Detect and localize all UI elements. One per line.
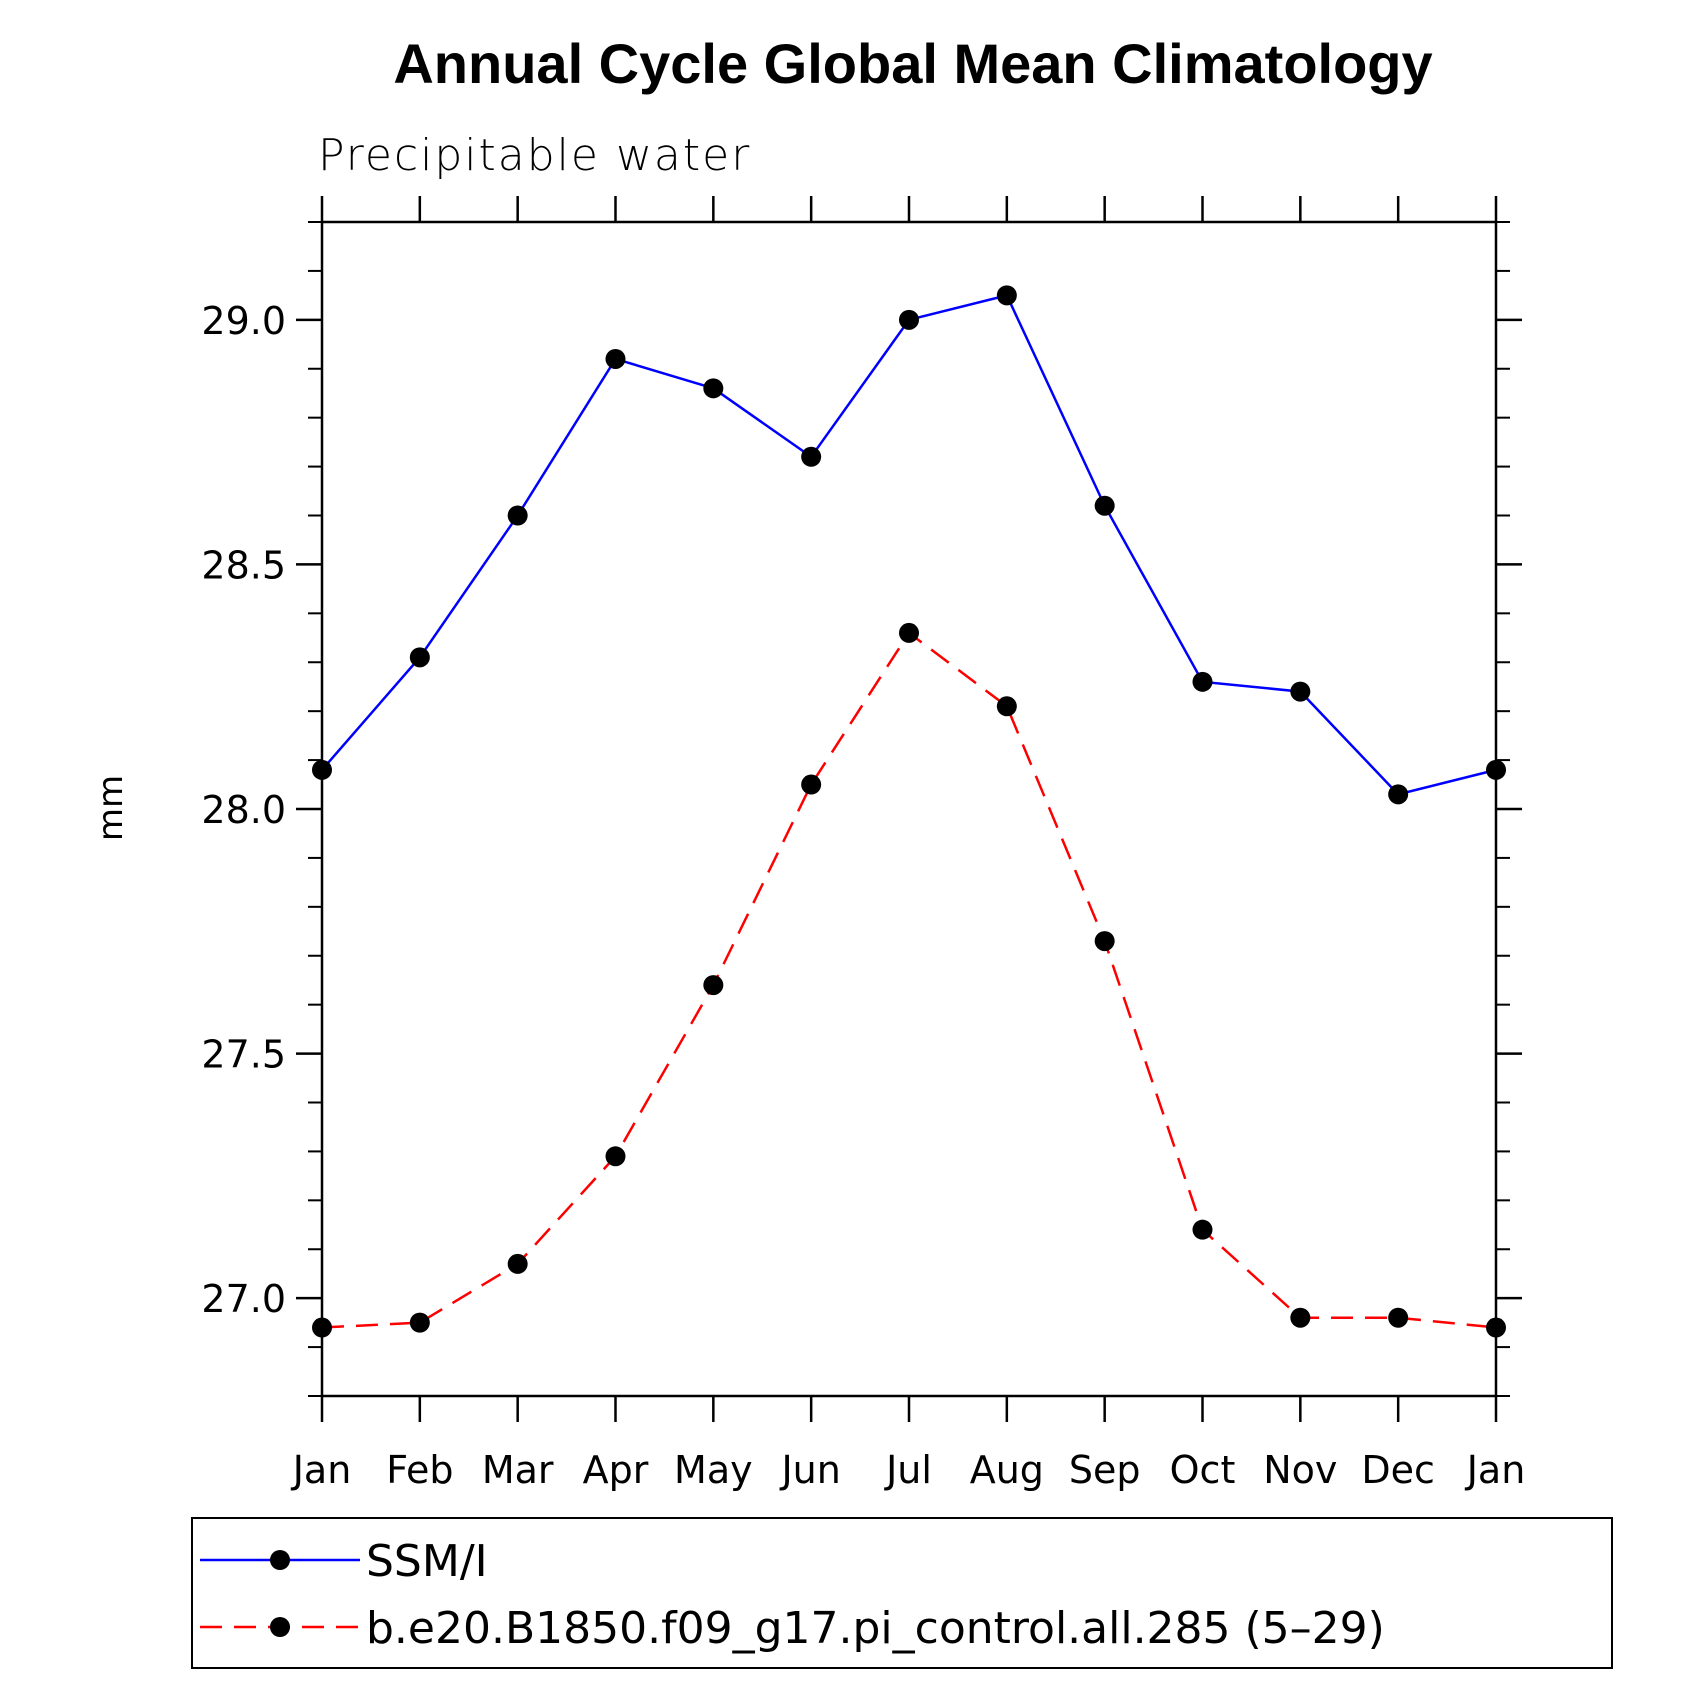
series-1-point xyxy=(1192,671,1213,692)
series-1-point xyxy=(605,348,626,369)
y-tick-label: 27.5 xyxy=(201,1033,286,1077)
y-tick-label: 27.0 xyxy=(201,1277,286,1321)
series-2-point xyxy=(605,1146,626,1167)
series-2-point xyxy=(1388,1307,1409,1328)
x-tick-label: Mar xyxy=(482,1448,554,1492)
series-2-point xyxy=(1094,931,1115,952)
series-2-point xyxy=(312,1317,332,1338)
x-tick-label: Feb xyxy=(386,1448,453,1492)
series-2-point xyxy=(1192,1219,1213,1240)
series-1-point xyxy=(1094,495,1115,516)
series-2-point xyxy=(996,696,1017,717)
x-tick-label: Nov xyxy=(1263,1448,1337,1492)
series-1-point xyxy=(1486,759,1506,780)
x-tick-label: Jan xyxy=(1465,1448,1526,1492)
series-2-point xyxy=(801,774,822,795)
y-tick-label: 28.5 xyxy=(201,543,286,587)
series-1-point xyxy=(312,759,332,780)
plot-frame xyxy=(320,220,1498,1398)
x-tick-label: Jun xyxy=(779,1448,840,1492)
series-1-point xyxy=(801,446,822,467)
series-1-point xyxy=(703,378,724,399)
series-2-point xyxy=(409,1312,430,1333)
x-tick-label: May xyxy=(674,1448,753,1492)
series-1-point xyxy=(507,505,528,526)
series-1-point xyxy=(899,309,919,330)
chart-subtitle: Precipitable water xyxy=(318,130,751,181)
series-1-point xyxy=(996,285,1017,306)
x-tick-label: Dec xyxy=(1361,1448,1435,1492)
legend-marker-2 xyxy=(270,1617,290,1637)
legend-marker-1 xyxy=(270,1550,290,1570)
x-tick-label: Aug xyxy=(970,1448,1044,1492)
x-tick-label: Jan xyxy=(291,1448,352,1492)
series-layer xyxy=(312,285,1506,1338)
series-1-point xyxy=(409,647,430,668)
y-tick-label: 29.0 xyxy=(201,299,286,343)
x-tick-label: Jul xyxy=(884,1448,932,1492)
series-2-point xyxy=(703,975,724,996)
legend-label-1: SSM/I xyxy=(366,1536,488,1587)
y-tick-label: 28.0 xyxy=(201,788,286,832)
legend-box xyxy=(191,1517,1613,1669)
legend: SSM/I b.e20.B1850.f09_g17.pi_control.all.… xyxy=(191,1517,1613,1669)
series-line-2 xyxy=(321,631,1497,1329)
x-tick-label: Sep xyxy=(1069,1448,1141,1492)
series-line-1 xyxy=(321,293,1497,796)
chart-title: Annual Cycle Global Mean Climatology xyxy=(393,32,1432,95)
legend-label-2: b.e20.B1850.f09_g17.pi_control.all.285 (… xyxy=(366,1603,1385,1654)
x-tick-label: Oct xyxy=(1170,1448,1236,1492)
series-2-point xyxy=(507,1253,528,1274)
axes: Jan Feb Mar Apr May Jun Jul Aug Sep Oct Nov Dec Jan 2… xyxy=(201,196,1525,1492)
series-2-point xyxy=(1290,1307,1311,1328)
series-2-point xyxy=(899,622,919,643)
series-1-point xyxy=(1290,681,1311,702)
series-2-point xyxy=(1486,1317,1506,1338)
series-1-point xyxy=(1388,784,1409,805)
x-tick-label: Apr xyxy=(583,1448,649,1492)
y-axis-label: mm xyxy=(91,775,131,841)
